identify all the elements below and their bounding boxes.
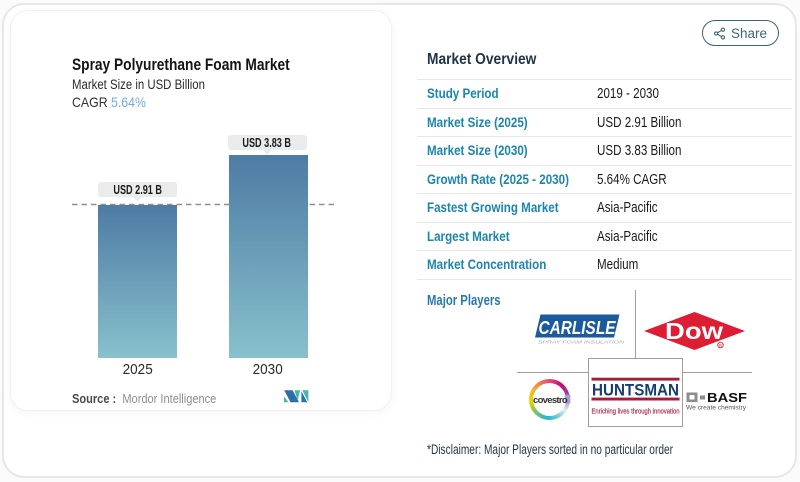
svg-text:HUNTSMAN: HUNTSMAN [592,381,679,399]
svg-text:BASF: BASF [707,391,747,405]
svg-text:Enriching lives through innova: Enriching lives through innovation [591,406,679,415]
svg-text:CARLISLE: CARLISLE [539,317,617,338]
svg-text:SPRAY FOAM INSULATION: SPRAY FOAM INSULATION [538,340,625,345]
svg-text:covestro: covestro [532,395,567,406]
svg-text:R: R [719,343,723,348]
svg-text:We create chemistry: We create chemistry [686,406,746,412]
svg-text:Dow: Dow [665,318,723,344]
